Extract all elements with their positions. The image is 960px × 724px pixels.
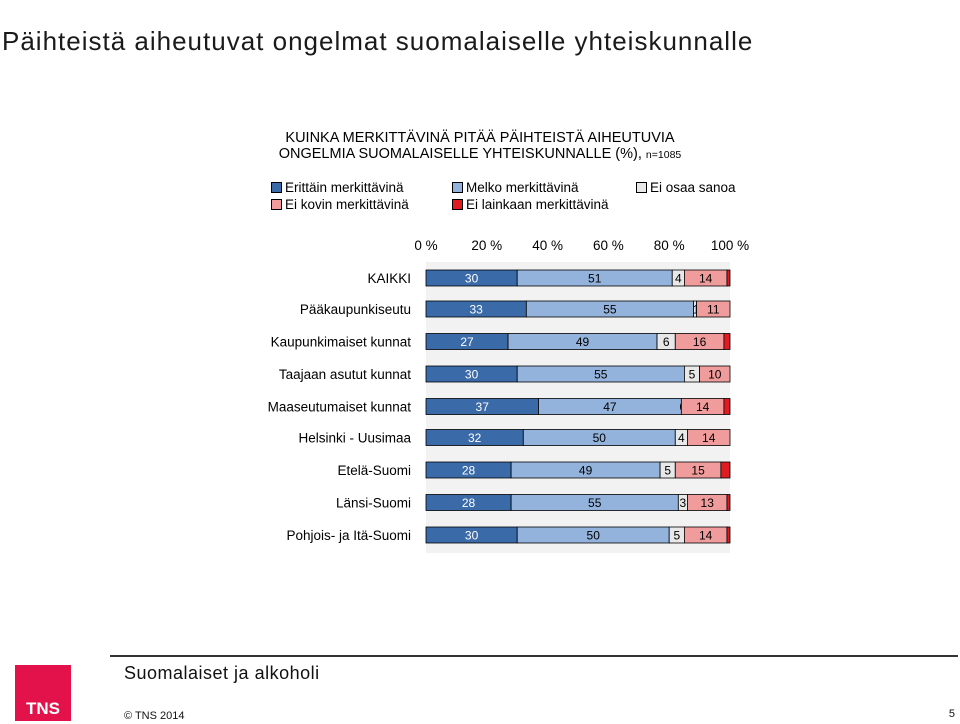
bar-segment (696, 300, 731, 318)
data-label: 28 (462, 496, 476, 510)
x-tick-label: 100 % (711, 238, 749, 253)
data-label: 55 (594, 368, 608, 382)
sample-size: n=1085 (645, 149, 682, 161)
data-label: 14 (702, 431, 716, 445)
category-label: Etelä-Suomi (337, 463, 411, 478)
legend-item: Ei kovin merkittävinä (271, 197, 409, 212)
category-label: Pääkaupunkiseutu (300, 302, 411, 317)
data-label: 15 (691, 464, 705, 478)
footer-title: Suomalaiset ja alkoholi (124, 663, 320, 683)
bar-segment (687, 429, 731, 446)
legend-swatch (271, 182, 282, 193)
data-label: 14 (699, 272, 713, 286)
category-label: Pohjois- ja Itä-Suomi (286, 528, 411, 543)
data-label: 49 (579, 464, 593, 478)
data-label: 37 (476, 400, 490, 414)
x-tick-label: 0 % (414, 238, 437, 253)
x-tick-label: 40 % (532, 238, 563, 253)
category-label: Kaupunkimaiset kunnat (271, 335, 412, 350)
data-label: 5 (664, 464, 671, 478)
category-label: Helsinki - Uusimaa (298, 431, 411, 446)
data-label: 50 (593, 431, 607, 445)
legend-label: Melko merkittävinä (466, 180, 579, 195)
data-label: 6 (663, 335, 670, 349)
data-label: 49 (576, 335, 590, 349)
legend-swatch (271, 199, 282, 210)
tns-logo: TNS (15, 665, 71, 721)
data-label: 51 (588, 272, 602, 286)
page-number: 5 (948, 708, 955, 720)
data-label: 50 (587, 529, 601, 543)
bar-segment (723, 398, 731, 415)
bar-segment (726, 526, 731, 544)
bar-segment (726, 269, 731, 287)
data-label: 10 (708, 368, 722, 382)
data-label: 28 (462, 464, 476, 478)
legend-swatch (452, 182, 463, 193)
data-label: 4 (675, 272, 682, 286)
data-label: 11 (707, 303, 720, 317)
chart-title: KUINKA MERKITTÄVINÄ PITÄÄ PÄIHTEISTÄ AIH… (230, 130, 730, 163)
footer-divider (110, 655, 958, 657)
data-label: 16 (693, 335, 707, 349)
bar-segment (726, 494, 731, 511)
x-tick-label: 80 % (654, 238, 685, 253)
chart-title-line2: ONGELMIA SUOMALAISELLE YHTEISKUNNALLE (%… (278, 146, 682, 162)
category-label: Länsi-Suomi (336, 496, 411, 511)
data-label: 13 (701, 496, 715, 510)
legend-label: Erittäin merkittävinä (285, 180, 404, 195)
data-label: 27 (460, 335, 474, 349)
logo-text: TNS (26, 699, 60, 718)
bar-segment (723, 333, 731, 350)
legend-item: Ei osaa sanoa (636, 180, 736, 195)
data-label: 3 (680, 496, 687, 510)
legend-label: Ei kovin merkittävinä (285, 197, 409, 212)
legend-item: Melko merkittävinä (452, 180, 579, 195)
legend-item: Ei lainkaan merkittävinä (452, 197, 609, 212)
data-label: 4 (678, 431, 685, 445)
category-label: Taajaan asutut kunnat (279, 367, 411, 382)
data-label: 47 (603, 400, 617, 414)
data-label: 30 (465, 272, 479, 286)
x-tick-label: 20 % (471, 238, 502, 253)
bar-segment (699, 365, 731, 383)
legend-item: Erittäin merkittävinä (271, 180, 404, 195)
bar-segment (720, 461, 731, 479)
legend-swatch (636, 182, 647, 193)
stacked-bar-chart: 0 % 20 % 40 % 60 % 80 % 100 %KAIKKI 30 51 4 14Pää… (268, 238, 749, 553)
data-label: 14 (699, 529, 713, 543)
data-label: 5 (689, 368, 696, 382)
copyright: © TNS 2014 (124, 710, 185, 722)
data-label: 55 (603, 303, 617, 317)
data-label: 30 (465, 368, 479, 382)
slide-title: Päihteistä aiheutuvat ongelmat suomalais… (2, 26, 754, 56)
data-label: 30 (465, 529, 479, 543)
legend-label: Ei osaa sanoa (650, 180, 736, 195)
chart-title-line1: KUINKA MERKITTÄVINÄ PITÄÄ PÄIHTEISTÄ AIH… (285, 130, 675, 146)
category-label: KAIKKI (367, 271, 411, 286)
legend-swatch (452, 199, 463, 210)
data-label: 33 (469, 303, 483, 317)
data-label: 32 (468, 431, 482, 445)
x-tick-label: 60 % (593, 238, 624, 253)
data-label: 5 (673, 529, 680, 543)
category-label: Maaseutumaiset kunnat (268, 400, 412, 415)
data-label: 55 (588, 496, 602, 510)
legend-label: Ei lainkaan merkittävinä (466, 197, 609, 212)
data-label: 14 (696, 400, 710, 414)
